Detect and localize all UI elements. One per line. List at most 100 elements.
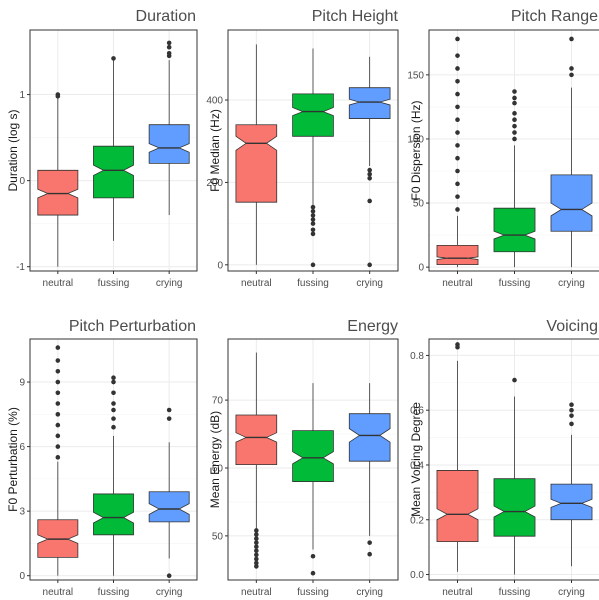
y-tick-label: 1 (19, 90, 25, 101)
x-tick-label: neutral (43, 587, 74, 598)
notched-box (436, 470, 479, 543)
notched-box (436, 244, 479, 265)
notched-box (550, 483, 593, 521)
box-neutral (235, 352, 278, 569)
outlier-point (55, 358, 61, 363)
outlier-point (455, 344, 460, 350)
outlier-point (254, 556, 259, 562)
x-tick-label: crying (356, 587, 383, 598)
notched-box (93, 145, 134, 199)
x-tick-label: neutral (442, 587, 473, 598)
outlier-point (111, 375, 116, 381)
panel-title: Pitch Range (511, 8, 598, 25)
outlier-point (310, 208, 316, 214)
outlier-point (111, 407, 116, 413)
outlier-point (111, 401, 116, 406)
outlier-point (367, 551, 372, 557)
outlier-point (455, 66, 460, 71)
x-tick-label: neutral (241, 278, 272, 289)
y-tick-label: 50 (212, 531, 224, 542)
outlier-point (111, 390, 116, 396)
y-tick-label: 400 (206, 96, 223, 107)
outlier-point (512, 136, 517, 142)
y-tick-label: 0.0 (410, 570, 424, 581)
notched-box (493, 207, 536, 253)
outlier-point (512, 89, 517, 94)
outlier-point (512, 111, 517, 116)
panel-3: 0 3 6 9 neutral fussing crying Pitch Perturbati… (6, 318, 198, 598)
outlier-point (55, 455, 61, 460)
outlier-point (367, 167, 372, 173)
box-crying (148, 407, 190, 578)
outlier-point (55, 444, 61, 449)
box-fussing (493, 377, 536, 575)
panel-5: 0.0 0.2 0.4 0.6 0.8 neutral fussing crying Voici… (409, 318, 599, 598)
outlier-point (111, 379, 116, 385)
x-tick-label: fussing (499, 278, 531, 289)
x-tick-label: crying (156, 278, 183, 289)
y-axis-label: F0 Perturbation (%) (6, 407, 20, 512)
outlier-point (55, 433, 61, 439)
outlier-point (512, 123, 517, 129)
y-tick-label: 70 (212, 396, 224, 407)
y-tick-label: 0.8 (410, 351, 424, 362)
y-tick-label: 100 (407, 134, 424, 145)
y-tick-label: 0 (19, 176, 25, 187)
outlier-point (455, 143, 460, 148)
y-axis-label: F0 Median (Hz) (208, 109, 222, 192)
x-tick-label: fussing (499, 587, 531, 598)
box-crying (148, 40, 190, 216)
y-axis-label: Mean Voicing Degree (409, 402, 423, 517)
y-axis-label: Duration (log s) (6, 109, 20, 191)
notched-box (93, 493, 134, 536)
y-tick-label: -1 (16, 262, 25, 273)
outlier-point (310, 570, 316, 576)
outlier-point (367, 171, 372, 177)
outlier-point (166, 53, 172, 59)
y-tick-label: 0 (19, 571, 25, 582)
y-tick-label: 60 (212, 463, 224, 474)
outlier-point (254, 552, 259, 558)
outlier-point (455, 181, 460, 187)
outlier-point (569, 72, 574, 78)
box-fussing (93, 375, 134, 576)
outlier-point (455, 117, 460, 123)
outlier-point (254, 544, 259, 550)
outlier-point (254, 560, 259, 566)
box-neutral (436, 342, 479, 572)
y-tick-label: 9 (19, 378, 25, 389)
box-neutral (37, 345, 79, 576)
outlier-point (310, 217, 316, 222)
outlier-point (455, 155, 460, 161)
box-crying (348, 383, 391, 557)
outlier-point (310, 227, 316, 233)
outlier-point (455, 36, 460, 42)
outlier-point (569, 413, 574, 418)
notched-box (235, 414, 278, 465)
outlier-point (111, 424, 116, 430)
outlier-point (455, 130, 460, 135)
box-fussing (292, 383, 334, 576)
panel-title: Energy (347, 318, 398, 335)
x-tick-label: fussing (297, 587, 329, 598)
outlier-point (55, 412, 61, 417)
outlier-point (569, 402, 574, 408)
notched-box (37, 169, 79, 216)
box-fussing (493, 89, 536, 268)
outlier-point (310, 213, 316, 218)
outlier-point (455, 53, 460, 58)
panel-1: 0 200 400 neutral fussing crying Pitch Height F… (206, 8, 398, 289)
notched-box (148, 124, 190, 164)
x-tick-label: fussing (297, 278, 329, 289)
outlier-point (166, 407, 172, 413)
outlier-point (166, 40, 172, 46)
x-tick-label: crying (156, 587, 183, 598)
outlier-point (455, 78, 460, 84)
y-axis-label: Mean Energy (dB) (208, 411, 222, 508)
box-neutral (436, 36, 479, 268)
outlier-point (569, 421, 574, 427)
outlier-point (254, 528, 259, 533)
outlier-point (254, 564, 259, 569)
x-tick-label: neutral (43, 278, 74, 289)
